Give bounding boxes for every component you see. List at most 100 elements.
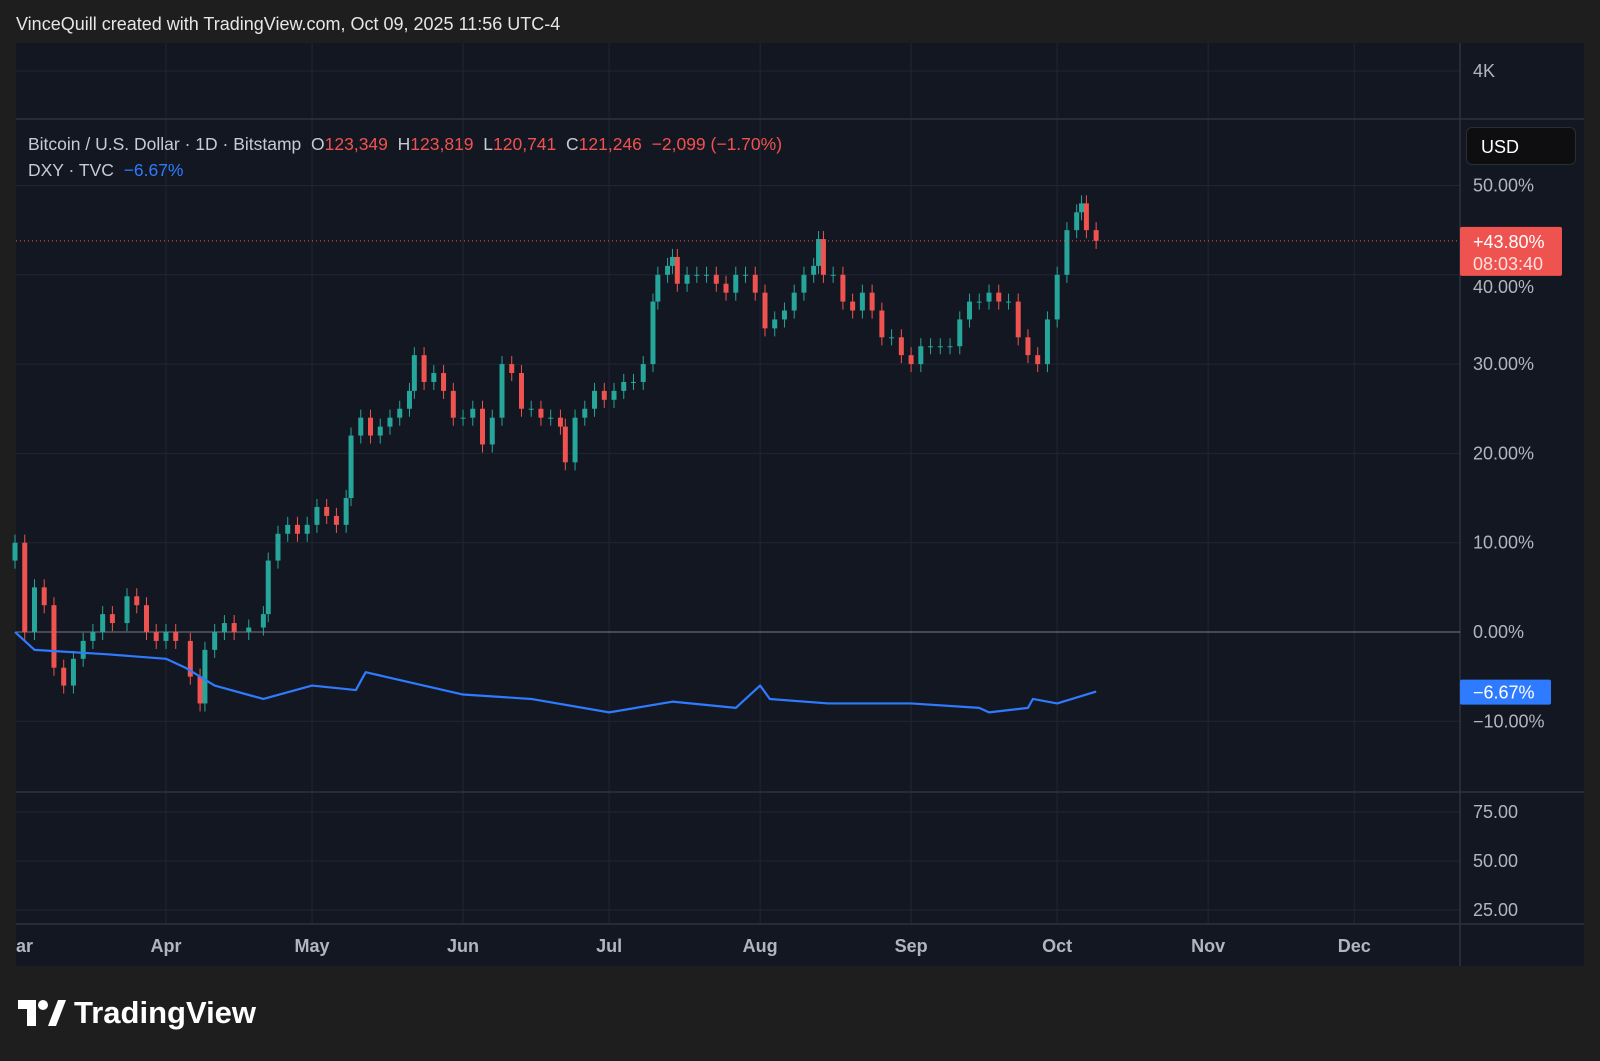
x-tick-label: Jul — [596, 936, 622, 956]
candle-body — [431, 373, 437, 382]
candle — [694, 266, 700, 283]
candle-body — [387, 417, 393, 427]
open-label: O — [311, 134, 325, 154]
low-value: 120,741 — [493, 134, 557, 154]
lower-pane-tick: 25.00 — [1473, 900, 1518, 920]
candle-body — [704, 274, 710, 276]
candle — [441, 364, 447, 399]
currency-button[interactable]: USD — [1466, 127, 1576, 165]
candle — [153, 623, 159, 649]
candle — [811, 257, 817, 283]
candle — [480, 400, 486, 453]
candle-body — [918, 346, 924, 365]
x-tick-label: Aug — [743, 936, 778, 956]
x-tick-label: Dec — [1338, 936, 1371, 956]
tradingview-logo[interactable]: TradingView — [18, 995, 256, 1031]
candle — [343, 490, 349, 533]
candle-body — [143, 605, 149, 632]
candle — [51, 597, 57, 676]
candle-body — [51, 605, 57, 668]
candle — [163, 623, 169, 649]
candle-body — [489, 417, 495, 445]
y-tick-label: 10.00% — [1473, 533, 1534, 553]
candle — [397, 400, 403, 426]
candle-body — [460, 417, 466, 419]
candle-body — [713, 274, 719, 284]
y-tick-label: 0.00% — [1473, 622, 1524, 642]
candle — [592, 382, 598, 417]
candle-body — [665, 265, 671, 275]
dxy-badge — [1460, 679, 1551, 705]
candle — [406, 382, 412, 417]
candle — [820, 231, 826, 283]
candle — [109, 606, 115, 632]
last-price-label: +43.80% — [1473, 232, 1545, 252]
candle — [518, 364, 524, 417]
candle-body — [801, 274, 807, 293]
last-price-badge — [1460, 226, 1562, 276]
y-tick-label: 40.00% — [1473, 277, 1534, 297]
candle — [499, 356, 505, 426]
candle-body — [898, 337, 904, 356]
candle-body — [202, 649, 208, 704]
candle-body — [976, 301, 982, 303]
candle — [265, 552, 271, 623]
candle — [669, 248, 675, 274]
symbol-title: Bitcoin / U.S. Dollar · 1D · Bitstamp — [28, 134, 302, 154]
candle-body — [90, 632, 96, 641]
candle — [260, 606, 266, 636]
candle — [684, 266, 690, 292]
candle — [713, 266, 719, 292]
compare-legend: DXY · TVC −6.67% — [28, 160, 183, 181]
candle-body — [538, 408, 544, 418]
candle-body — [1015, 301, 1021, 338]
compare-change: −6.67% — [123, 160, 184, 180]
lower-pane-tick: 75.00 — [1473, 802, 1518, 822]
candle-body — [816, 239, 822, 266]
candle — [665, 257, 671, 283]
candle-body — [562, 426, 568, 463]
candle — [489, 409, 495, 453]
attribution: VinceQuill created with TradingView.com,… — [16, 14, 561, 34]
open-value: 123,349 — [324, 134, 388, 154]
candle — [743, 266, 748, 283]
candle-body — [557, 417, 563, 427]
candle — [650, 293, 656, 373]
countdown-label: 08:03:40 — [1473, 254, 1543, 274]
candle-body — [397, 408, 403, 418]
candle-body — [509, 364, 515, 374]
candle-body — [1044, 319, 1050, 365]
x-tick-label: Oct — [1042, 936, 1072, 956]
candle-body — [879, 310, 885, 338]
candle-body — [548, 417, 554, 419]
candle-body — [285, 524, 291, 534]
candle-body — [1025, 337, 1031, 356]
candle — [889, 329, 895, 346]
candle — [450, 382, 456, 426]
candle-body — [781, 310, 787, 320]
candle-body — [80, 640, 86, 659]
candle — [1044, 311, 1050, 373]
candle — [1025, 329, 1031, 364]
candle — [61, 659, 67, 694]
candle-body — [61, 667, 67, 686]
candle — [781, 302, 787, 328]
x-tick-label: May — [295, 936, 330, 956]
x-tick-label: ar — [16, 936, 33, 956]
candle-body — [368, 417, 374, 436]
candle — [348, 427, 354, 507]
candle-body — [411, 355, 417, 391]
candle-body — [348, 435, 354, 499]
candle-body — [294, 524, 300, 534]
candle — [621, 373, 627, 399]
candle-body — [762, 292, 768, 329]
candle-body — [957, 319, 963, 347]
candle-body — [70, 658, 76, 686]
tradingview-logo-icon — [18, 1000, 66, 1026]
candle-body — [173, 632, 179, 641]
candle-body — [655, 274, 661, 302]
candle-body — [528, 408, 534, 410]
candle-body — [621, 381, 627, 391]
candle — [304, 516, 310, 542]
